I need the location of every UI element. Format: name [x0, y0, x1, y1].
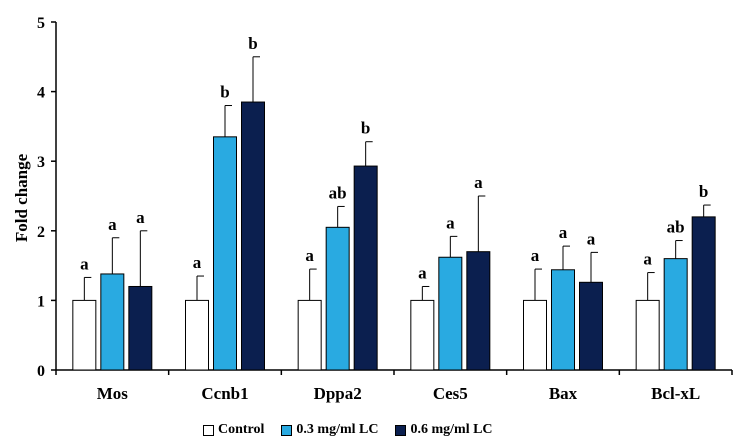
significance-label: a — [418, 263, 427, 282]
y-axis-title: Fold change — [12, 153, 31, 242]
category-label: Ces5 — [433, 384, 468, 403]
bar — [297, 299, 322, 371]
bar — [438, 256, 463, 371]
y-tick-label: 3 — [37, 154, 45, 171]
legend-swatch-0-3-lc — [281, 424, 293, 436]
significance-label: a — [643, 250, 652, 269]
bar — [241, 101, 265, 371]
significance-label: a — [559, 223, 568, 242]
significance-label: a — [136, 208, 145, 227]
legend-item-0-6-lc: 0.6 mg/ml LC — [395, 422, 493, 438]
legend-swatch-control — [203, 424, 214, 436]
significance-label: b — [248, 34, 257, 53]
bar — [353, 165, 378, 371]
bar — [72, 299, 97, 371]
bar — [185, 299, 209, 371]
legend-swatch-0-6-lc — [395, 424, 407, 436]
bar — [325, 226, 350, 371]
significance-label: a — [108, 215, 117, 234]
y-tick-label: 0 — [37, 363, 45, 380]
legend-label-0-3-lc: 0.3 mg/ml LC — [296, 422, 379, 437]
significance-label: ab — [667, 218, 685, 237]
y-tick-label: 1 — [37, 293, 45, 310]
y-tick-label: 5 — [37, 15, 45, 32]
bar — [466, 251, 491, 371]
category-label: Bax — [549, 384, 578, 403]
bar — [691, 216, 716, 371]
significance-label: a — [474, 173, 483, 192]
bar — [635, 299, 660, 371]
bar — [128, 285, 153, 371]
significance-label: a — [587, 229, 596, 248]
category-label: Ccnb1 — [201, 384, 248, 403]
bar — [523, 299, 547, 371]
bar — [100, 273, 125, 371]
significance-label: a — [193, 253, 202, 272]
legend-label-0-6-lc: 0.6 mg/ml LC — [410, 422, 493, 437]
significance-label: a — [531, 246, 540, 265]
category-label: Bcl-xL — [651, 384, 700, 403]
category-label: Mos — [97, 384, 129, 403]
y-tick-label: 2 — [37, 224, 45, 241]
bar — [663, 258, 688, 371]
y-tick-label: 4 — [37, 85, 45, 102]
legend-item-0-3-lc: 0.3 mg/ml LC — [281, 422, 378, 438]
bar — [551, 269, 575, 371]
bar — [410, 299, 435, 371]
significance-label: b — [361, 119, 370, 138]
bar — [579, 281, 603, 371]
legend: Control 0.3 mg/ml LC 0.6 mg/ml LC — [203, 422, 510, 438]
bar — [213, 136, 237, 371]
significance-label: a — [446, 213, 455, 232]
significance-label: a — [80, 254, 89, 273]
significance-label: ab — [329, 183, 347, 202]
significance-label: b — [699, 182, 708, 201]
significance-label: b — [220, 83, 229, 102]
significance-label: a — [305, 246, 314, 265]
legend-item-control: Control — [203, 422, 264, 438]
category-label: Dppa2 — [314, 384, 362, 403]
legend-label-control: Control — [218, 422, 265, 437]
